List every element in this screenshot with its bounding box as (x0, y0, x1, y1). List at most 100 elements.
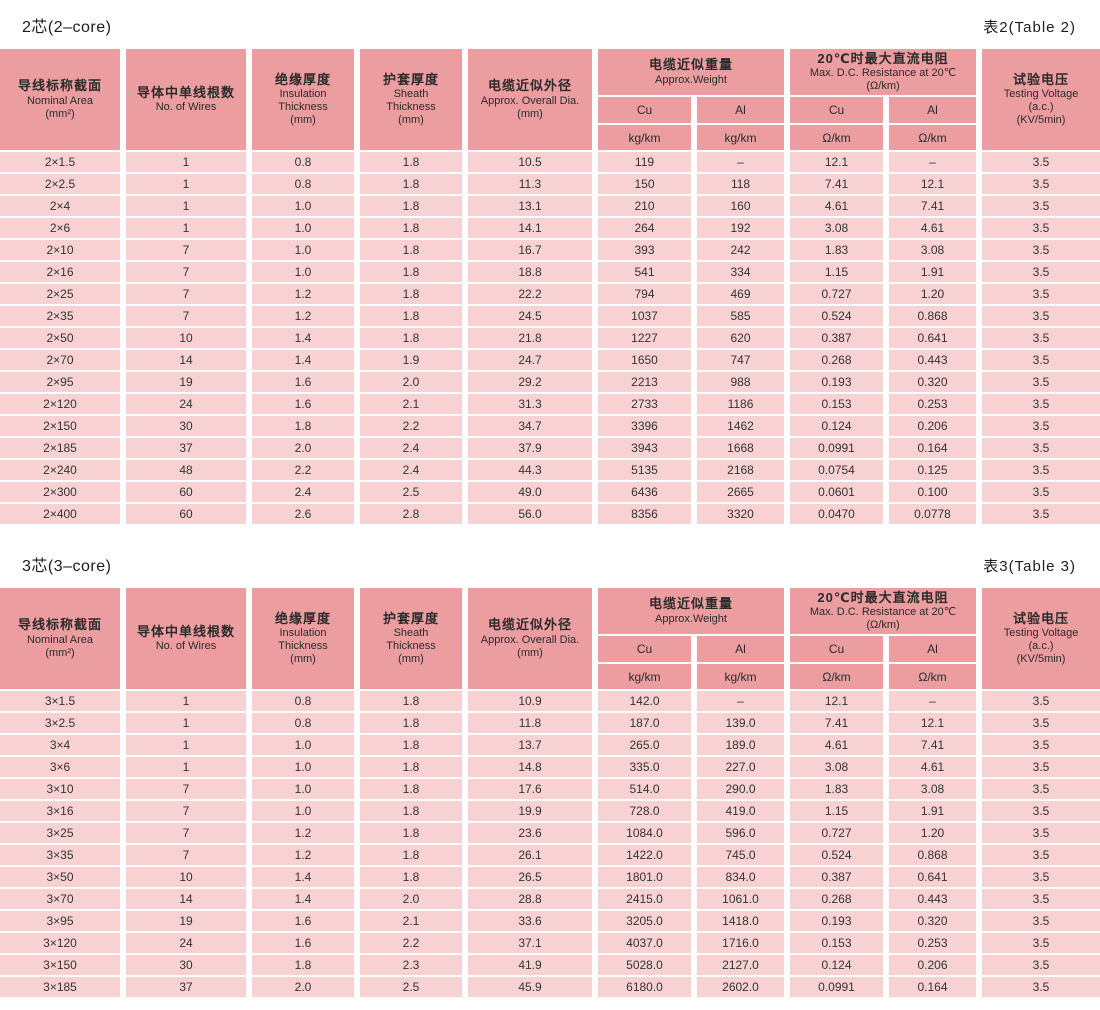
group-resistance-unit: (Ω/km) (866, 619, 900, 632)
col-testing-ac: (a.c.) (1028, 101, 1054, 114)
table-row: 3×35 7 1.2 1.8 26.1 1422.0 745.0 0.524 0.868 3.5 (0, 845, 1100, 865)
table2-header: 导线标称截面 Nominal Area (mm²) 导体中单线根数 No. of… (0, 49, 1100, 150)
table-cell: 2733 (598, 394, 691, 414)
col-insulation-cn: 绝缘厚度 (274, 71, 331, 87)
table-cell: 1.8 (360, 240, 462, 260)
table-cell: 2.1 (360, 394, 462, 414)
group-weight: 电缆近似重量 Approx.Weight (598, 49, 785, 95)
col-insulation-unit: (mm) (290, 114, 316, 127)
sub-resistance-al: Al (889, 97, 977, 123)
table-cell: 3.5 (982, 801, 1100, 821)
table-cell: 2127.0 (697, 955, 785, 975)
table-cell: 2.2 (360, 933, 462, 953)
table-cell: 1.2 (252, 823, 354, 843)
table-cell: 2.5 (360, 482, 462, 502)
table3-body: 3×1.5 1 0.8 1.8 10.9 142.0–12.1–3.5 3×2.5 1 0.8 1… (0, 691, 1100, 997)
table-row: 2×120 24 1.6 2.1 31.3 2733 1186 0.153 0.253 3.5 (0, 394, 1100, 414)
table-cell: 0.868 (889, 845, 977, 865)
table-cell: 834.0 (697, 867, 785, 887)
table-cell: 0.206 (889, 955, 977, 975)
table-cell: 1.83 (790, 240, 884, 260)
table2-wrap: 导线标称截面 Nominal Area (mm²) 导体中单线根数 No. of… (0, 49, 1100, 524)
unit-resistance-cu: Ω/km (790, 664, 884, 689)
col-wires: 导体中单线根数 No. of Wires (126, 49, 246, 150)
col-nominal-area-cn: 导线标称截面 (17, 78, 102, 94)
col-insulation: 绝缘厚度 Insulation Thickness (mm) (252, 588, 354, 689)
sub-weight-cu: Cu (598, 636, 691, 662)
col-nominal-area: 导线标称截面 Nominal Area (mm²) (0, 49, 120, 150)
table-cell: 23.6 (468, 823, 592, 843)
table-cell: 1.4 (252, 867, 354, 887)
table-cell: 1.8 (360, 823, 462, 843)
table-cell: 1.8 (360, 262, 462, 282)
table-cell: 1.2 (252, 306, 354, 326)
table-row: 3×70 14 1.4 2.0 28.8 2415.0 1061.0 0.268 0.443 3.… (0, 889, 1100, 909)
table-cell: 0.443 (889, 350, 977, 370)
table-cell: 2×35 (0, 306, 120, 326)
table-cell: 1.0 (252, 196, 354, 216)
table-cell: 21.8 (468, 328, 592, 348)
table-cell: 2×185 (0, 438, 120, 458)
table-cell: 3943 (598, 438, 691, 458)
table-cell: 2×25 (0, 284, 120, 304)
table-cell: 3.5 (982, 240, 1100, 260)
table-row: 3×6 1 1.0 1.8 14.8 335.0 227.0 3.08 4.61 3.5 (0, 757, 1100, 777)
col-insulation-unit: (mm) (290, 653, 316, 666)
col-testing: 试验电压 Testing Voltage (a.c.) (KV/5min) (982, 49, 1100, 150)
table-cell: 3.5 (982, 955, 1100, 975)
unit-resistance-cu: Ω/km (790, 125, 884, 150)
table-cell: 334 (697, 262, 785, 282)
table-cell: 3.5 (982, 262, 1100, 282)
table-cell: 14 (126, 350, 246, 370)
table-cell: 10 (126, 328, 246, 348)
table-cell: 30 (126, 955, 246, 975)
table-row: 2×400 60 2.6 2.8 56.0 8356 3320 0.0470 0.0778 3.5 (0, 504, 1100, 524)
unit-weight-al: kg/km (697, 125, 785, 150)
table-cell: 192 (697, 218, 785, 238)
table-cell: 3.5 (982, 394, 1100, 414)
table-row: 2×4 1 1.0 1.8 13.1 210 160 4.61 7.41 3.5 (0, 196, 1100, 216)
table-cell: 0.0754 (790, 460, 884, 480)
table-cell: 3×50 (0, 867, 120, 887)
table-cell: 290.0 (697, 779, 785, 799)
table-cell: 11.8 (468, 713, 592, 733)
table-cell: 2×300 (0, 482, 120, 502)
table-cell: 0.124 (790, 955, 884, 975)
table-cell: 2.4 (360, 438, 462, 458)
table-cell: 1.4 (252, 328, 354, 348)
col-sheath-unit: (mm) (398, 114, 424, 127)
table-cell: 6180.0 (598, 977, 691, 997)
table-cell: 19 (126, 911, 246, 931)
table-cell: 10.9 (468, 691, 592, 711)
table-cell: 14 (126, 889, 246, 909)
group-weight-cn: 电缆近似重量 (649, 57, 734, 73)
table-cell: 0.164 (889, 977, 977, 997)
sub-weight-al: Al (697, 636, 785, 662)
table-cell: 1462 (697, 416, 785, 436)
table-cell: 41.9 (468, 955, 592, 975)
group-resistance-cn: 20℃时最大直流电阻 (817, 589, 949, 605)
table-cell: 4.61 (790, 735, 884, 755)
table-cell: 2×400 (0, 504, 120, 524)
table-cell: 1 (126, 174, 246, 194)
table-cell: 2×2.5 (0, 174, 120, 194)
table-cell: 24.5 (468, 306, 592, 326)
col-diameter-cn: 电缆近似外径 (487, 617, 572, 633)
table-cell: 0.253 (889, 933, 977, 953)
table-cell: 26.1 (468, 845, 592, 865)
unit-weight-cu: kg/km (598, 125, 691, 150)
table-cell: 1.15 (790, 262, 884, 282)
group-weight-cn: 电缆近似重量 (649, 596, 734, 612)
table-cell: 393 (598, 240, 691, 260)
unit-resistance-al: Ω/km (889, 125, 977, 150)
table-cell: 3.5 (982, 735, 1100, 755)
table-cell: 1.8 (360, 757, 462, 777)
col-testing-unit: (KV/5min) (1016, 114, 1066, 127)
col-nominal-area-unit: (mm²) (45, 107, 75, 120)
table-row: 2×35 7 1.2 1.8 24.5 1037 585 0.524 0.868 3.5 (0, 306, 1100, 326)
table-cell: 29.2 (468, 372, 592, 392)
table-cell: 49.0 (468, 482, 592, 502)
table-cell: 3.5 (982, 284, 1100, 304)
table-cell: – (697, 152, 785, 172)
table-cell: 747 (697, 350, 785, 370)
